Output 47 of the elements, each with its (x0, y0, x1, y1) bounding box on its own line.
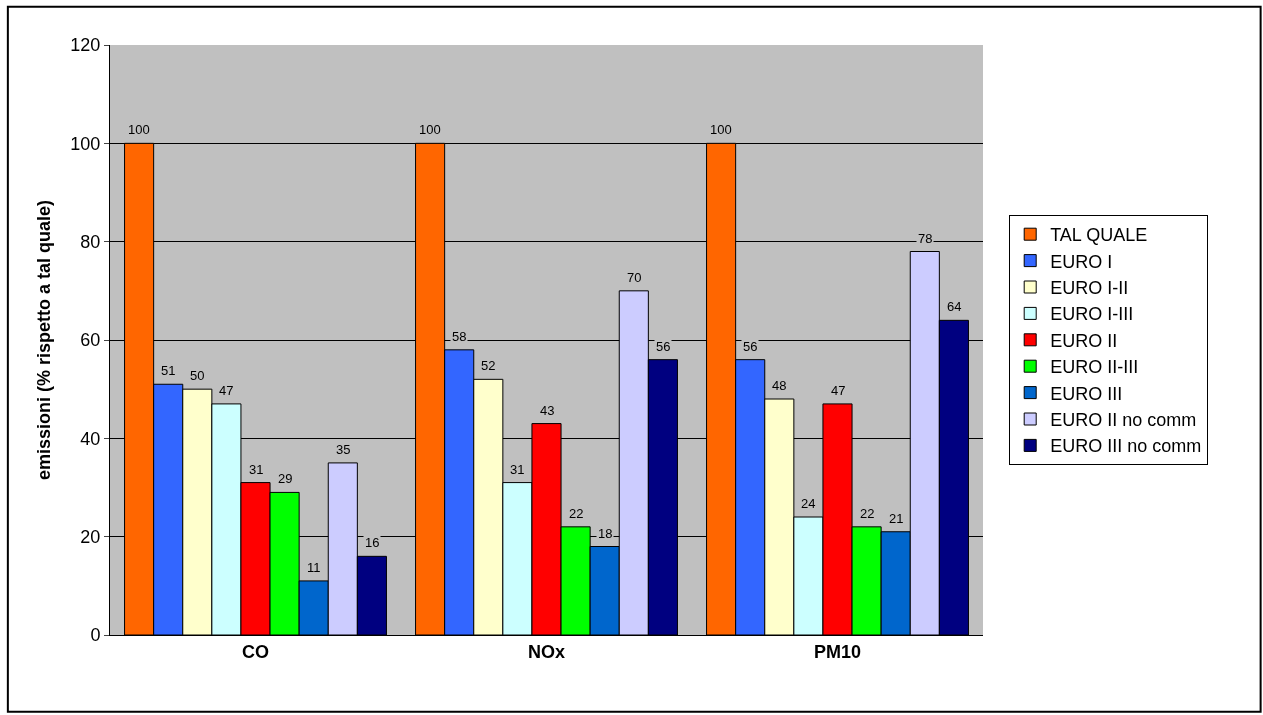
data-label: 58 (452, 329, 467, 344)
y-tick-label: 80 (80, 231, 101, 252)
legend-label: TAL QUALE (1050, 225, 1148, 246)
data-label: 18 (598, 526, 613, 541)
y-tick-label: 40 (80, 428, 101, 449)
x-tick-label: PM10 (813, 641, 862, 662)
legend-label: EURO II-III (1050, 357, 1139, 378)
legend-label: EURO I (1050, 251, 1113, 272)
data-label: 22 (860, 506, 875, 521)
legend-label: EURO II no comm (1050, 410, 1197, 431)
data-label: 21 (889, 511, 904, 526)
y-tick-label: 120 (70, 35, 101, 56)
data-label: 50 (190, 368, 205, 383)
data-label: 35 (336, 442, 351, 457)
legend-label: EURO III no comm (1050, 436, 1202, 457)
data-label: 29 (278, 471, 293, 486)
data-label: 31 (510, 462, 525, 477)
data-label: 16 (365, 535, 380, 550)
data-label: 70 (627, 270, 642, 285)
data-label: 78 (918, 231, 933, 246)
legend-label: EURO II (1050, 330, 1118, 351)
y-tick-label: 100 (70, 133, 101, 154)
legend-label: EURO III (1050, 383, 1123, 404)
y-tick-label: 20 (80, 526, 101, 547)
x-tick-label: NOx (527, 641, 566, 662)
data-label: 56 (656, 339, 671, 354)
data-label: 11 (307, 560, 321, 575)
data-label: 24 (801, 496, 816, 511)
data-label: 47 (219, 383, 234, 398)
data-label: 64 (947, 299, 962, 314)
y-tick-label: 0 (90, 625, 101, 646)
legend-label: EURO I-III (1050, 304, 1134, 325)
data-label: 47 (831, 383, 846, 398)
y-tick-label: 60 (80, 330, 101, 351)
x-tick-label: CO (242, 641, 269, 662)
data-label: 48 (772, 378, 787, 393)
data-label: 43 (540, 403, 555, 418)
data-label: 52 (481, 358, 496, 373)
data-label: 100 (128, 122, 150, 137)
data-label: 51 (161, 363, 176, 378)
data-label: 31 (249, 462, 264, 477)
data-label: 100 (419, 122, 441, 137)
y-axis-title: emissioni (% rispetto a tal quale) (33, 199, 54, 481)
data-label: 100 (710, 122, 732, 137)
data-label: 56 (743, 339, 758, 354)
data-label: 22 (569, 506, 584, 521)
legend-label: EURO I-II (1050, 278, 1129, 299)
